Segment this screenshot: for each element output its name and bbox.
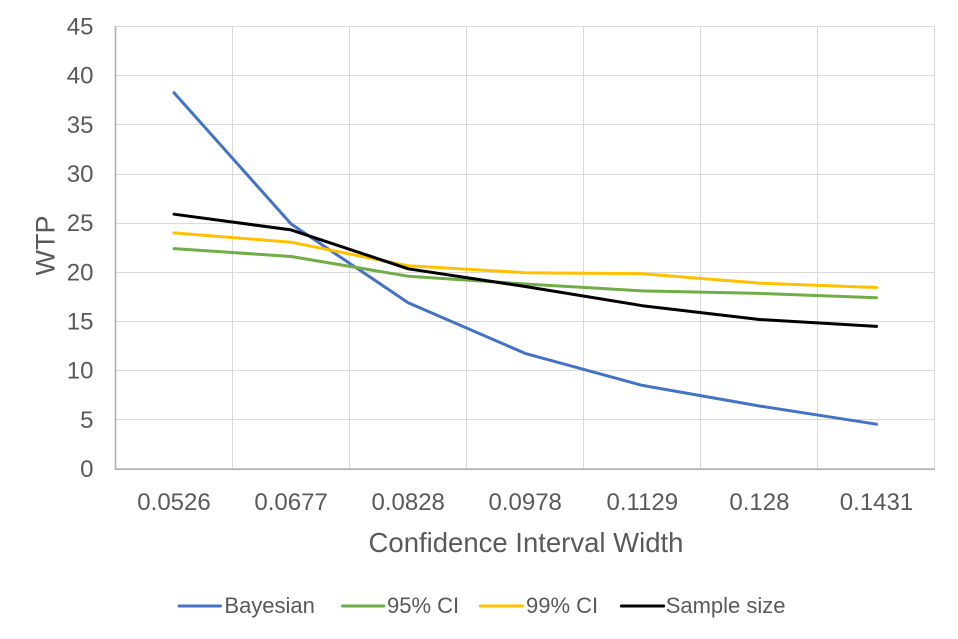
svg-text:0.0828: 0.0828 xyxy=(371,489,444,516)
svg-text:45: 45 xyxy=(67,13,94,40)
svg-text:95% CI: 95% CI xyxy=(387,593,459,618)
svg-text:35: 35 xyxy=(67,112,94,139)
svg-text:25: 25 xyxy=(67,210,94,237)
svg-text:Sample size: Sample size xyxy=(666,593,786,618)
svg-text:0.128: 0.128 xyxy=(729,489,789,516)
svg-text:Confidence Interval Width: Confidence Interval Width xyxy=(369,527,684,558)
svg-text:WTP: WTP xyxy=(31,216,61,276)
svg-text:15: 15 xyxy=(67,309,94,336)
svg-text:20: 20 xyxy=(67,259,94,286)
svg-text:40: 40 xyxy=(67,63,94,90)
svg-text:10: 10 xyxy=(67,358,94,385)
svg-text:30: 30 xyxy=(67,161,94,188)
svg-text:0.0677: 0.0677 xyxy=(254,489,327,516)
svg-text:0.1129: 0.1129 xyxy=(606,489,678,516)
svg-text:5: 5 xyxy=(80,407,93,434)
svg-text:Bayesian: Bayesian xyxy=(224,593,315,618)
svg-text:0: 0 xyxy=(80,456,93,483)
svg-text:99% CI: 99% CI xyxy=(526,593,598,618)
svg-text:0.0526: 0.0526 xyxy=(137,489,210,516)
svg-text:0.1431: 0.1431 xyxy=(840,489,913,516)
svg-text:0.0978: 0.0978 xyxy=(488,489,561,516)
